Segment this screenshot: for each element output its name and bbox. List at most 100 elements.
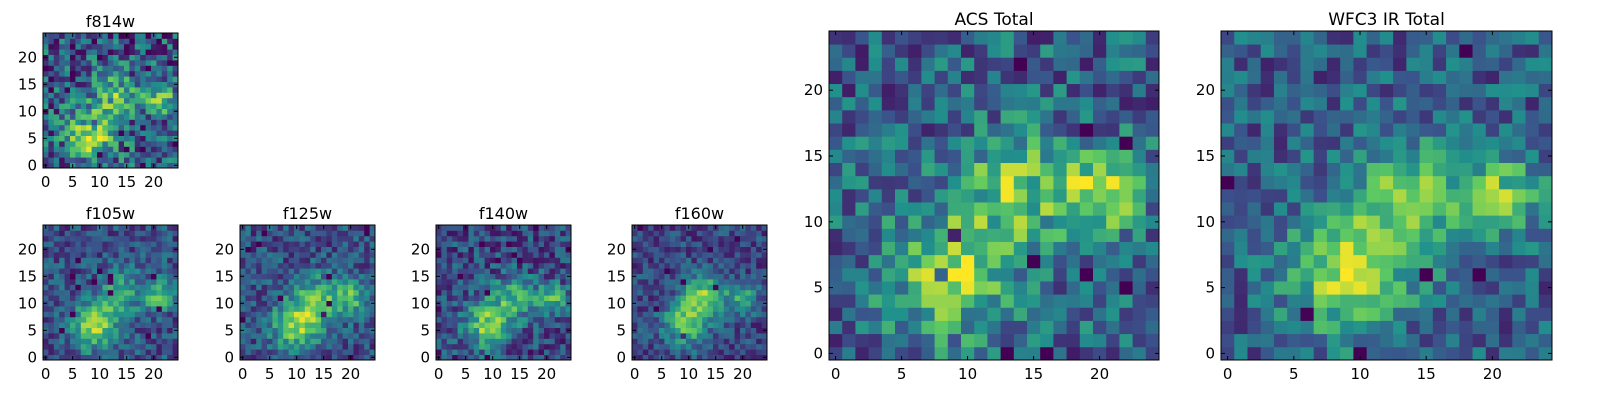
heatmap-cell <box>1040 149 1054 163</box>
heatmap-cell <box>750 246 757 253</box>
heatmap-cell <box>299 241 306 247</box>
heatmap-cell <box>675 246 681 253</box>
heatmap-cell <box>283 225 289 231</box>
y-tick-label: 5 <box>224 321 234 339</box>
heatmap-cell <box>560 268 566 274</box>
heatmap-cell <box>167 241 173 247</box>
heatmap-cell <box>53 146 60 153</box>
heatmap-cell <box>987 346 1001 361</box>
heatmap-cell <box>161 76 168 82</box>
heatmap-cell <box>868 83 883 98</box>
heatmap-cell <box>1273 57 1288 71</box>
heatmap-cell <box>1353 136 1368 150</box>
heatmap-cell <box>1432 307 1447 321</box>
x-tick-label: 10 <box>90 365 109 383</box>
heatmap-cell <box>756 289 762 296</box>
heatmap-cell <box>299 338 306 345</box>
heatmap-cell <box>86 338 92 345</box>
heatmap-cell <box>560 241 566 247</box>
heatmap-cell <box>761 262 768 269</box>
heatmap-cell <box>250 284 257 291</box>
heatmap-cell <box>102 252 109 258</box>
heatmap-cell <box>156 354 163 361</box>
heatmap-cell <box>987 228 1001 242</box>
heatmap-cell <box>740 295 746 301</box>
heatmap-cell <box>1512 162 1526 177</box>
heatmap-cell <box>140 157 146 163</box>
heatmap-cell <box>734 349 741 355</box>
heatmap-cell <box>283 295 289 301</box>
heatmap-cell <box>1066 215 1081 229</box>
heatmap-cell <box>718 306 725 312</box>
heatmap-cell <box>151 241 157 247</box>
heatmap-cell <box>1000 281 1015 295</box>
heatmap-cell <box>86 70 92 77</box>
heatmap-cell <box>1273 96 1288 111</box>
heatmap-cell <box>533 268 539 274</box>
heatmap-cell <box>299 327 306 334</box>
heatmap-cell <box>1119 188 1133 203</box>
heatmap-cell <box>1326 149 1341 163</box>
heatmap-cell <box>761 316 768 323</box>
heatmap-cell <box>358 327 365 334</box>
heatmap-cell <box>156 97 163 104</box>
heatmap-cell <box>80 295 87 301</box>
heatmap-cell <box>653 268 660 274</box>
heatmap-cell <box>310 343 316 350</box>
heatmap-cell <box>326 273 333 280</box>
heatmap-cell <box>495 225 502 231</box>
heatmap-cell <box>1247 294 1262 308</box>
heatmap-cell <box>554 273 561 280</box>
heatmap-cell <box>261 343 268 350</box>
heatmap-cell <box>1247 70 1262 85</box>
heatmap-cell <box>479 230 485 237</box>
heatmap-cell <box>364 262 370 269</box>
heatmap-cell <box>267 300 273 307</box>
heatmap-cell <box>696 257 703 264</box>
heatmap-cell <box>1079 281 1094 295</box>
heatmap-cell <box>145 354 152 361</box>
y-tick-label: 15 <box>411 267 430 285</box>
heatmap-cell <box>1040 83 1054 98</box>
heatmap-cell <box>102 119 109 126</box>
heatmap-cell <box>140 114 146 120</box>
heatmap-cell <box>1366 175 1381 190</box>
heatmap-cell <box>310 241 316 247</box>
heatmap-cell <box>1027 254 1041 269</box>
heatmap-cell <box>64 333 71 339</box>
heatmap-cell <box>283 338 289 345</box>
heatmap-cell <box>1313 96 1328 111</box>
heatmap-cell <box>1053 307 1067 321</box>
heatmap-cell <box>500 300 507 307</box>
heatmap-cell <box>283 354 289 361</box>
heatmap-cell <box>118 225 125 231</box>
heatmap-cell <box>517 289 523 296</box>
heatmap-cell <box>75 230 82 237</box>
heatmap-cell <box>713 268 719 274</box>
heatmap-cell <box>441 338 448 345</box>
heatmap-cell <box>118 327 125 334</box>
heatmap-cell <box>974 31 988 45</box>
heatmap-cell <box>1485 175 1500 190</box>
heatmap-cell <box>129 38 136 45</box>
heatmap-cell <box>102 306 109 312</box>
heatmap-cell <box>484 284 491 291</box>
heatmap-cell <box>637 322 644 328</box>
heatmap-cell <box>1093 294 1107 308</box>
heatmap-cell <box>1247 281 1262 295</box>
heatmap-cell <box>342 284 349 291</box>
heatmap-cell <box>240 322 246 328</box>
heatmap-cell <box>1393 254 1407 269</box>
heatmap-cell <box>1132 294 1147 308</box>
heatmap-cell <box>91 38 98 45</box>
heatmap-cell <box>91 103 98 109</box>
heatmap-cell <box>140 146 146 153</box>
heatmap-cell <box>1525 241 1540 256</box>
heatmap-cell <box>256 354 262 361</box>
heatmap-cell <box>565 338 572 345</box>
heatmap-cell <box>272 333 279 339</box>
heatmap-cell <box>500 327 507 334</box>
heatmap-cell <box>161 119 168 126</box>
heatmap-cell <box>691 225 698 231</box>
heatmap-cell <box>256 338 262 345</box>
